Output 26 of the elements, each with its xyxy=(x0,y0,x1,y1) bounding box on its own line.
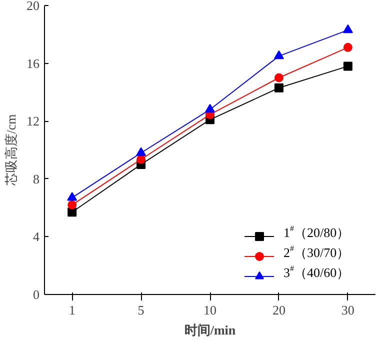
legend-label: 1#（20/80） xyxy=(284,224,350,240)
point xyxy=(274,50,284,60)
point xyxy=(342,24,353,34)
legend-label: 3#（40/60） xyxy=(284,264,350,280)
y-tick-label: 0 xyxy=(33,287,40,302)
point xyxy=(274,73,284,82)
y-tick-label: 12 xyxy=(26,114,40,129)
y-tick-label: 16 xyxy=(26,56,40,71)
x-tick-label: 20 xyxy=(272,302,286,318)
point xyxy=(343,62,352,71)
x-axis-title: 时间/min xyxy=(184,322,236,338)
y-tick-label: 8 xyxy=(33,171,40,186)
legend-label: 2#（30/70） xyxy=(284,244,350,260)
y-tick-label: 20 xyxy=(26,0,40,13)
point xyxy=(136,147,146,156)
y-tick-label: 4 xyxy=(33,229,40,244)
x-tick-label: 10 xyxy=(204,302,216,318)
y-axis-title: 芯吸高度/cm xyxy=(4,114,18,187)
point xyxy=(67,192,78,201)
x-tick-label: 5 xyxy=(138,302,144,318)
x-tick-label: 1 xyxy=(68,302,76,318)
point xyxy=(343,42,352,52)
point xyxy=(68,200,77,210)
x-tick-label: 30 xyxy=(341,302,354,318)
point xyxy=(274,83,284,92)
point xyxy=(205,104,215,113)
